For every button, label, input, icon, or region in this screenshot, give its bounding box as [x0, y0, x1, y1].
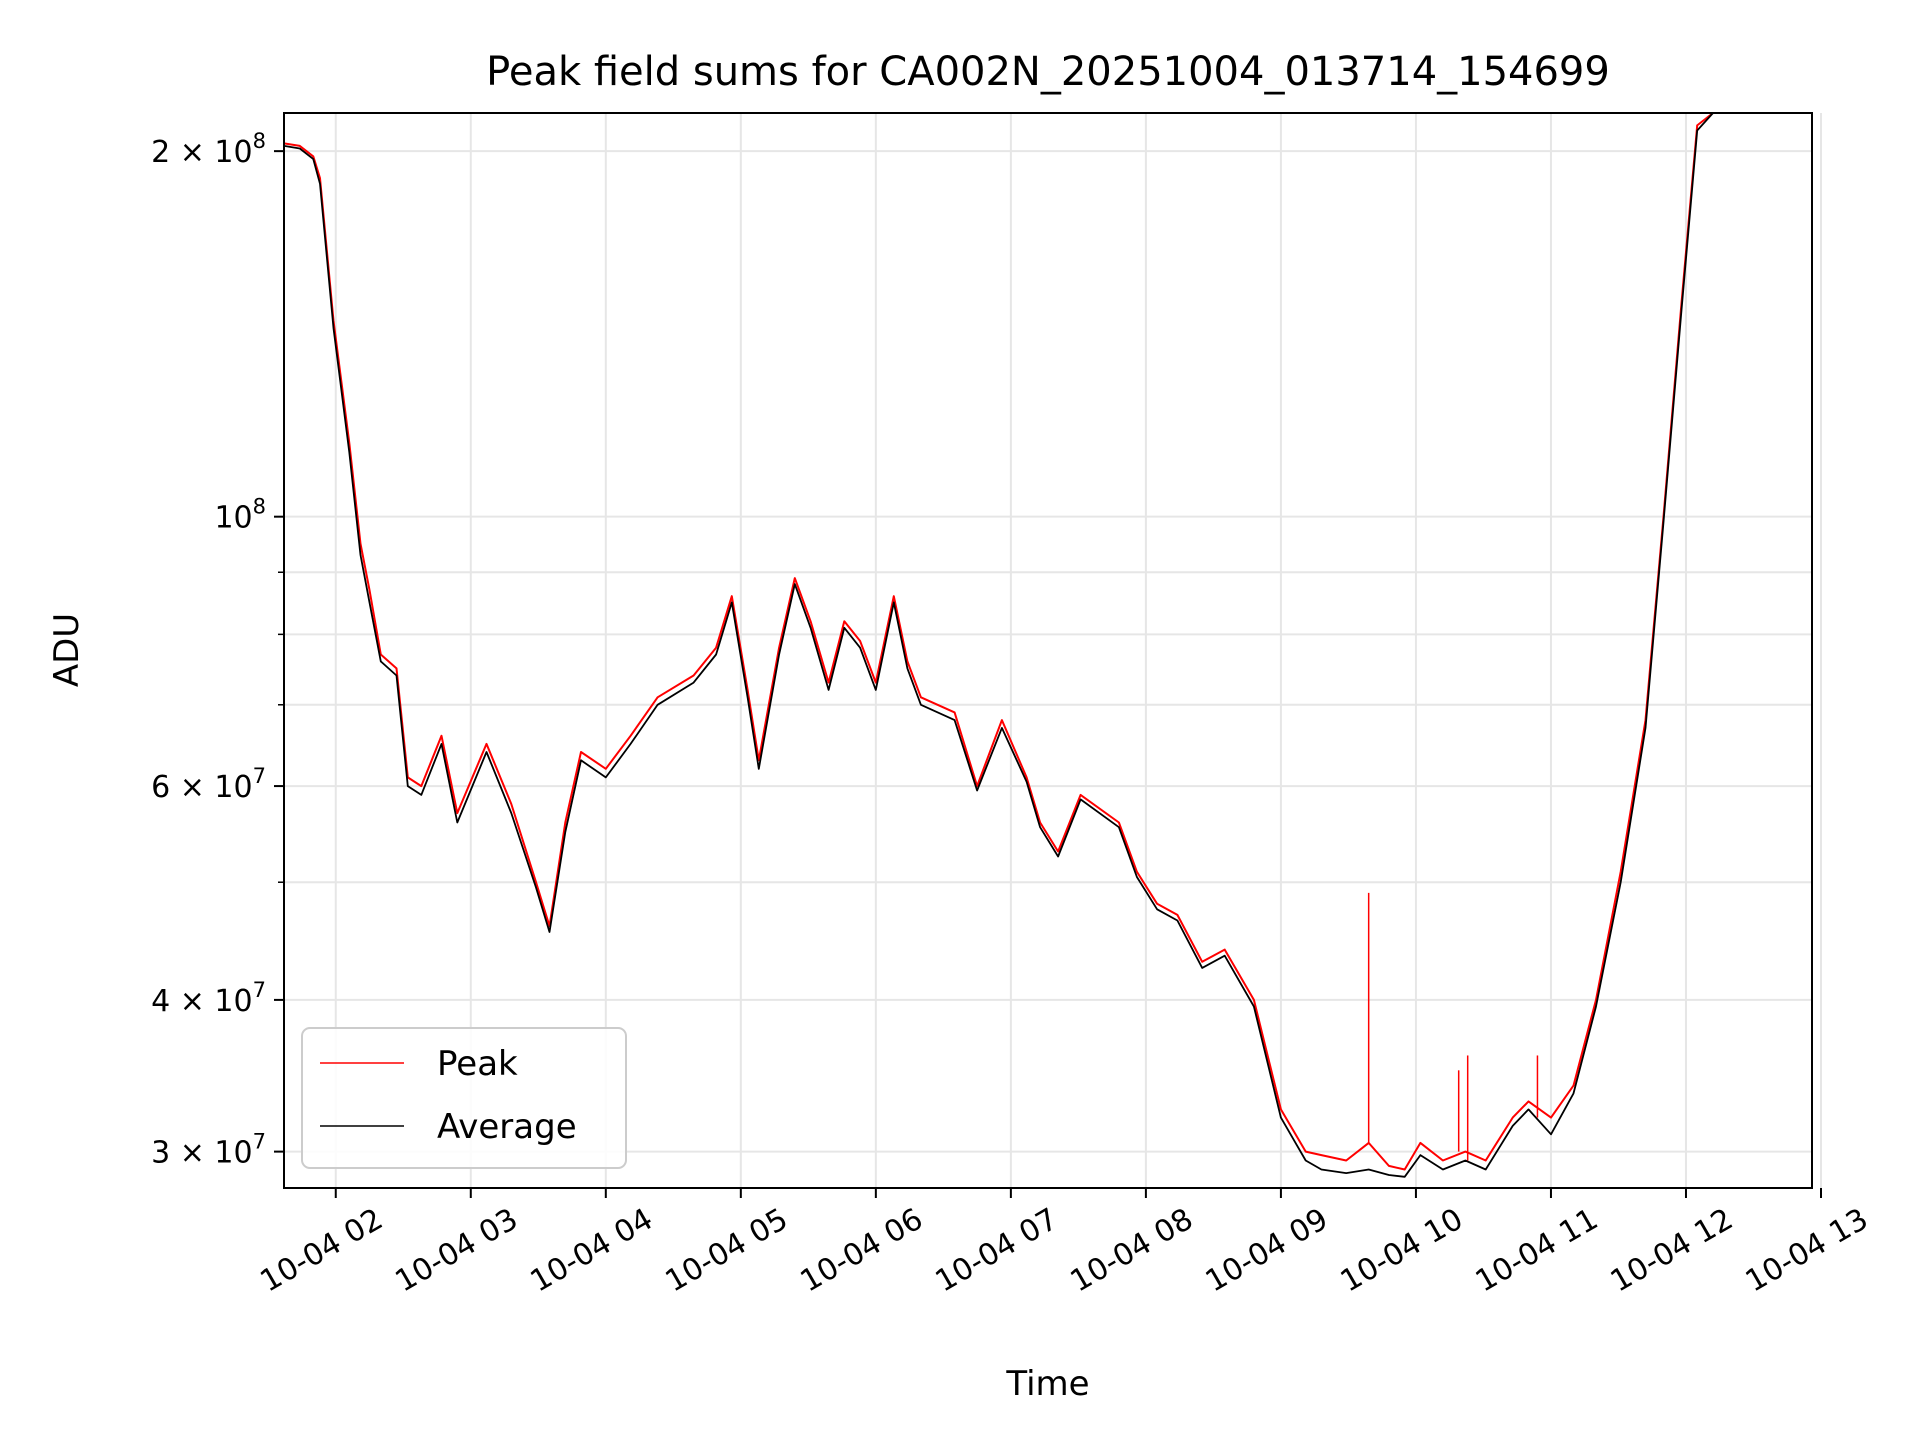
x-axis-label: Time	[1005, 1364, 1089, 1404]
plot-frame	[283, 112, 1813, 1189]
grid	[284, 113, 1823, 1188]
legend: Peak Average	[301, 1027, 627, 1169]
chart-title: Peak field sums for CA002N_20251004_0137…	[486, 49, 1610, 95]
y-tick-label: 3 × 107	[151, 1130, 266, 1171]
series-line-peak	[284, 113, 1812, 1171]
y-tick-label: 108	[214, 495, 266, 536]
legend-label-average: Average	[437, 1107, 577, 1147]
y-axis: 3 × 107 4 × 107 6 × 107 108 2 × 108	[151, 129, 284, 1171]
y-axis-label: ADU	[47, 613, 87, 687]
series-line-average	[284, 113, 1812, 1178]
y-tick-label: 4 × 107	[151, 978, 266, 1019]
y-tick-label: 2 × 108	[151, 129, 266, 170]
y-tick-label: 6 × 107	[151, 764, 266, 805]
series-layer	[284, 113, 1812, 1178]
legend-label-peak: Peak	[437, 1044, 518, 1084]
